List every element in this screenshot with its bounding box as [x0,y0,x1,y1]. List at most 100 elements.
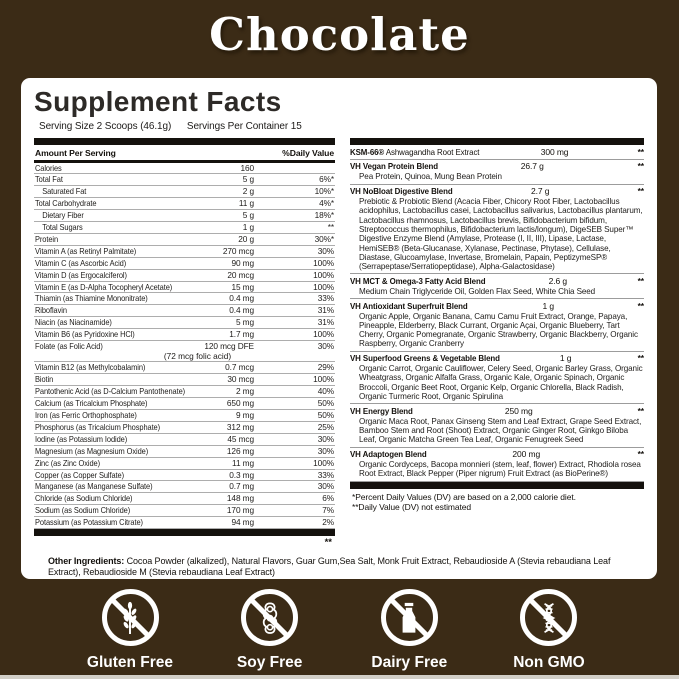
blend-ingredients: Medium Chain Triglyceride Oil, Golden Fl… [359,286,596,296]
nutrition-table: Amount Per Serving %Daily Value Calories… [34,138,335,548]
blend-ingredients: Organic Maca Root, Panax Ginseng Stem an… [359,416,642,445]
nutrient-name: Vitamin D (as Ergocalciferol) [35,269,127,280]
nutrient-amount: 160 [240,162,254,173]
blend-row: VH Antioxidant Superfruit Blend 1 g ** O… [350,299,644,352]
nutrient-name: Saturated Fat [42,186,87,197]
nutrient-daily-value: 33% [317,469,334,480]
table-row: Vitamin B6 (as Pyridoxine HCl) 1.7 mg 10… [34,329,335,342]
blend-row: VH Energy Blend 250 mg ** Organic Maca R… [350,404,644,448]
nutrient-name: Biotin [35,374,54,385]
nutrient-daily-value: 25% [317,421,334,432]
table-row: Dietary Fiber 5 g 18%* [34,210,335,223]
other-ingredients-text: Cocoa Powder (alkalized), Natural Flavor… [48,556,611,578]
nutrient-name: Total Fat [35,174,63,185]
blend-ingredients: Pea Protein, Quinoa, Mung Bean Protein [359,172,502,182]
blend-name: KSM-66® Ashwagandha Root Extract [350,146,480,157]
other-ingredients-label: Other Ingredients: [48,556,125,567]
header-divider-bar [34,159,335,163]
nutrient-amount: 1.7 mg [229,329,254,340]
bottom-edge-strip [0,675,679,679]
footnote-dv: *Percent Daily Values (DV) are based on … [352,491,576,502]
nutrient-name: Vitamin E (as D-Alpha Tocopheryl Acetate… [35,281,173,292]
table-row: Riboflavin 0.4 mg 31% [34,305,335,318]
nutrient-amount: 312 mg [226,421,254,432]
blend-name: VH Antioxidant Superfruit Blend [350,300,468,311]
blend-amount: 250 mg [504,405,533,416]
nutrient-amount: 5 g [242,210,254,221]
footnote-not-estimated: **Daily Value (DV) not estimated [352,502,472,513]
blend-amount: 1 g [542,300,554,311]
table-row: Calcium (as Tricalcium Phosphate) 650 mg… [34,398,335,411]
nutrient-amount: 20 g [238,233,254,244]
blend-name: VH Energy Blend [350,405,413,416]
nutrient-amount: 120 mcg DFE [204,341,254,352]
servings-per-container: Servings Per Container 15 [186,121,302,132]
nutrient-daily-value: 30%* [314,233,335,244]
nutrient-name: Protein [35,233,59,244]
nutrient-name: Dietary Fiber [42,210,84,221]
nutrient-daily-value: 100% [313,281,334,292]
nutrient-name: Thiamin (as Thiamine Mononitrate) [35,293,148,304]
nutrient-daily-value: 2% [322,517,334,528]
table-row: Niacin (as Niacinamide) 5 mg 31% [34,317,335,330]
nutrient-name: Chloride (as Sodium Chloride) [35,493,133,504]
blend-rows: KSM-66® Ashwagandha Root Extract 300 mg … [350,145,644,482]
blend-name: VH MCT & Omega-3 Fatty Acid Blend [350,275,486,286]
table-row: Magnesium (as Magnesium Oxide) 126 mg 30… [34,446,335,458]
nutrient-name: Folate (as Folic Acid) [35,341,103,352]
nutrient-amount: 0.4 mg [229,305,254,316]
nutrition-table-header: Amount Per Serving %Daily Value [34,145,335,160]
blend-row: VH Superfood Greens & Vegetable Blend 1 … [350,352,644,405]
no-soy-icon [241,589,299,646]
nutrient-amount: 2 mg [235,386,254,397]
table-row: Sodium (as Sodium Chloride) 170 mg 7% [34,505,335,518]
facts-columns: Amount Per Serving %Daily Value Calories… [34,138,644,548]
nutrient-amount: 90 mg [231,257,254,268]
table-row: Folate (as Folic Acid) 120 mcg DFE 30% (… [34,341,335,363]
table-row: Vitamin C (as Ascorbic Acid) 90 mg 100% [34,258,335,270]
nutrient-name: Vitamin A (as Retinyl Palmitate) [35,245,137,256]
table-row: Calories 160 [34,163,335,175]
blend-name: VH NoBloat Digestive Blend [350,186,453,197]
nutrient-amount: 0.7 mg [229,481,254,492]
blend-amount: 1 g [559,353,572,364]
nutrient-daily-value: 30% [317,433,334,444]
nutrient-name: Pantothenic Acid (as D-Calcium Pantothen… [35,386,186,397]
no-gluten-icon [101,589,159,646]
nutrient-amount: 650 mg [226,398,254,409]
nutrient-name: Sodium (as Sodium Chloride) [35,505,131,516]
table-row: Saturated Fat 2 g 10%* [34,186,335,199]
nutrient-amount: 5 mg [235,317,254,328]
blend-name: VH Adaptogen Blend [350,449,427,460]
blend-row: VH NoBloat Digestive Blend 2.7 g ** Preb… [350,185,644,275]
blend-amount: 2.7 g [530,186,550,197]
table-row: Chloride (as Sodium Chloride) 148 mg 6% [34,493,335,506]
nutrient-name: Potassium (as Potassium Citrate) [35,517,143,528]
non-gmo-icon [520,589,578,646]
blend-amount: 2.6 g [548,275,568,286]
table-top-bar [34,138,335,145]
amount-per-serving-header: Amount Per Serving [35,147,116,158]
table-row: Protein 20 g 30%* [34,234,335,246]
nutrient-amount: 148 mg [226,493,254,504]
blend-amount: 200 mg [512,449,541,460]
nutrient-daily-value: ** [327,222,334,233]
supplement-facts-panel: Supplement Facts Serving Size 2 Scoops (… [21,78,657,579]
nutrient-amount: 11 g [238,198,254,209]
nutrient-daily-value: 6%* [319,174,334,185]
flavor-title: Chocolate [209,8,470,61]
nutrient-daily-value: 33% [317,293,334,304]
nutrient-daily-value: 10%* [314,186,335,197]
blend-row: VH Adaptogen Blend 200 mg ** Organic Cor… [350,448,644,482]
blend-ingredients: Prebiotic & Probiotic Blend (Acacia Fibe… [359,197,643,272]
nutrient-name: Total Sugars [42,222,83,233]
nutrient-amount: 1 g [242,222,254,233]
nutrient-name: Copper (as Copper Sulfate) [35,469,124,480]
nutrient-daily-value: 31% [317,317,334,328]
nutrient-name: Phosphorus (as Tricalcium Phosphate) [35,421,161,432]
nutrient-name: Vitamin B6 (as Pyridoxine HCl) [35,329,135,340]
badge-soy-free: Soy Free [209,589,331,672]
table-row: Total Carbohydrate 11 g 4%* [34,198,335,211]
nutrient-amount: 170 mg [226,505,254,516]
nutrient-name: Total Carbohydrate [35,198,97,209]
